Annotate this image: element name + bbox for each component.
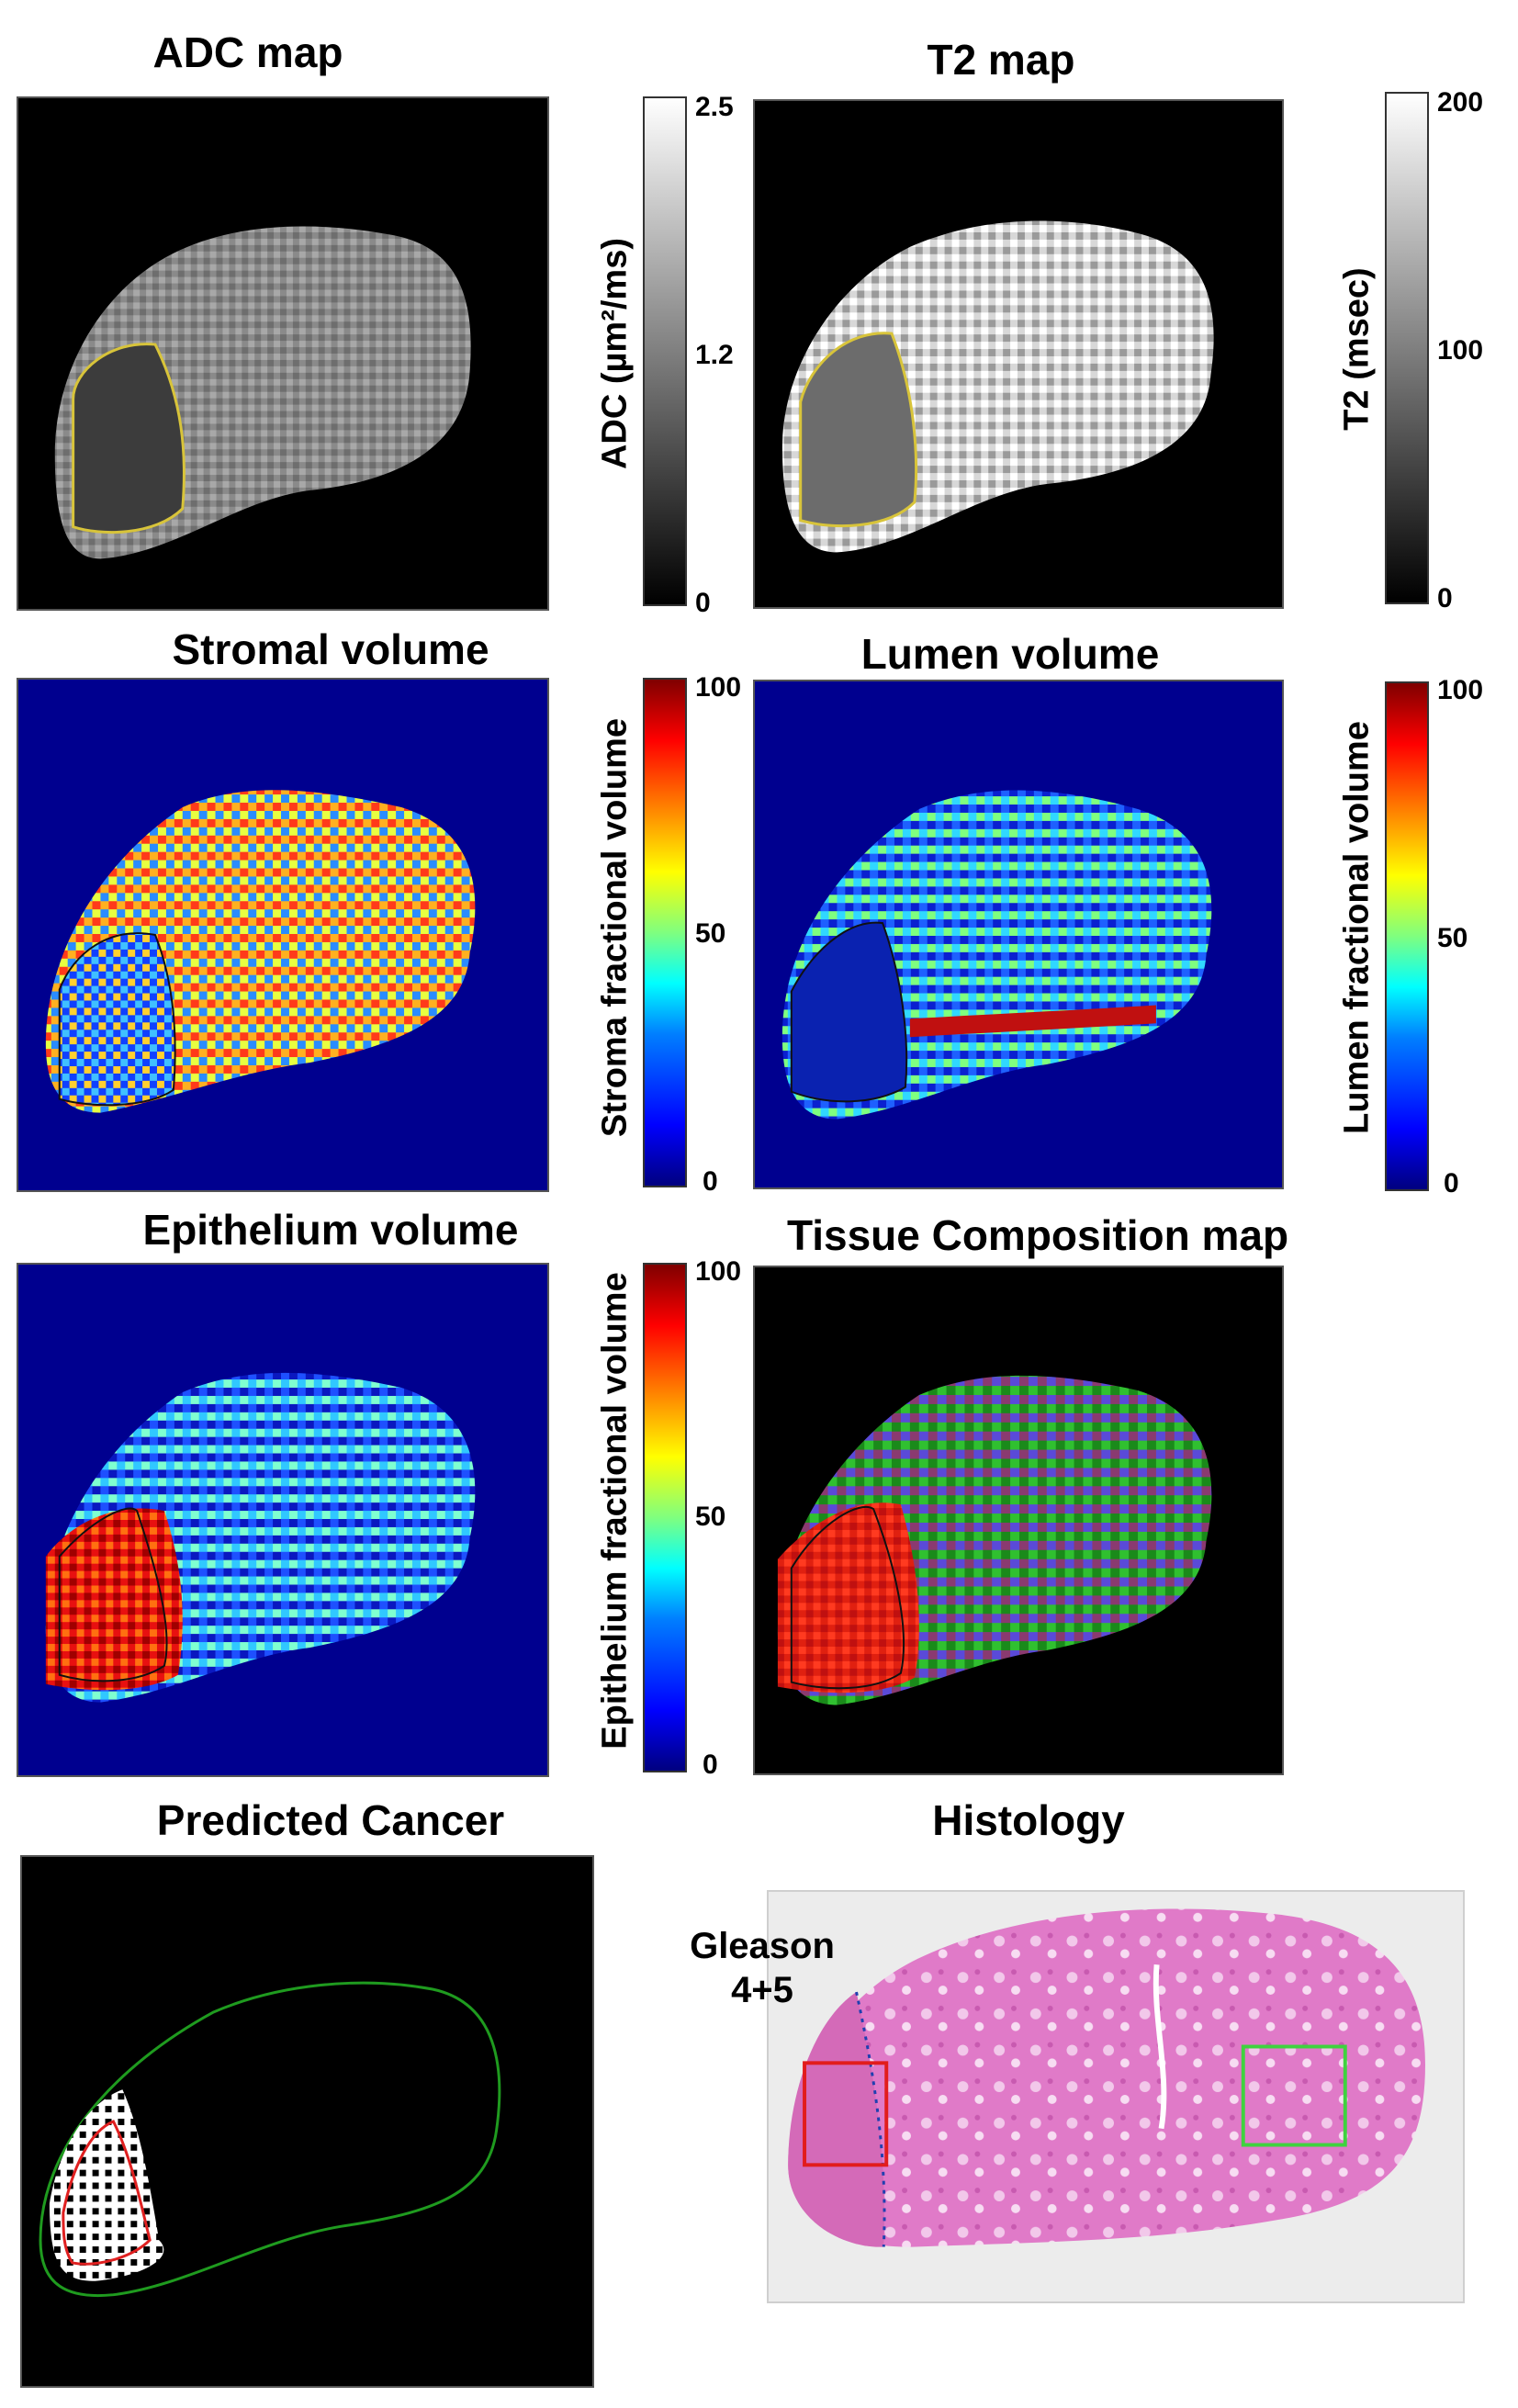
- t2-colorbar-tick-mid: 100: [1437, 335, 1484, 366]
- adc-colorbar-tick-max: 2.5: [695, 92, 734, 122]
- t2-colorbar-label: T2 (msec): [1337, 267, 1377, 431]
- adc-colorbar-tick-mid: 1.2: [695, 340, 734, 370]
- adc-colorbar: [643, 96, 687, 606]
- gleason-annotation: Gleason 4+5: [690, 1926, 835, 2010]
- lumen-volume-title: Lumen volume: [860, 630, 1160, 678]
- stromal-volume-title: Stromal volume: [172, 625, 489, 673]
- epithelium-volume-title: Epithelium volume: [142, 1206, 519, 1254]
- histology-title: Histology: [932, 1796, 1125, 1844]
- stroma-colorbar-tick-max: 100: [695, 672, 742, 703]
- stroma-colorbar: [643, 678, 687, 1187]
- histology-graphic: [788, 1908, 1425, 2247]
- epithelium-volume-image: [17, 1263, 549, 1777]
- t2-colorbar-tick-min: 0: [1437, 583, 1453, 613]
- stroma-colorbar-tick-min: 0: [703, 1166, 718, 1197]
- lumen-volume-image: [753, 680, 1284, 1189]
- epithelium-volume-graphic: [45, 1372, 476, 1703]
- t2-map-image: [753, 99, 1284, 609]
- t2-colorbar-tick-max: 200: [1437, 87, 1484, 118]
- epithelium-colorbar-tick-mid: 50: [695, 1502, 726, 1532]
- lumen-colorbar-tick-max: 100: [1437, 675, 1484, 705]
- histology-image: [767, 1890, 1465, 2303]
- stromal-volume-graphic: [45, 790, 476, 1113]
- t2-colorbar: [1385, 92, 1429, 604]
- tissue-composition-image: [753, 1266, 1284, 1775]
- epithelium-colorbar-tick-max: 100: [695, 1256, 742, 1287]
- adc-colorbar-tick-min: 0: [695, 588, 711, 618]
- adc-map-graphic: [54, 226, 471, 559]
- stroma-colorbar-tick-mid: 50: [695, 918, 726, 949]
- t2-map-title: T2 map: [927, 36, 1075, 84]
- epithelium-colorbar-tick-min: 0: [703, 1750, 718, 1780]
- tissue-composition-graphic: [777, 1375, 1212, 1705]
- epithelium-colorbar: [643, 1263, 687, 1772]
- predicted-cancer-image: [20, 1855, 594, 2388]
- lumen-volume-graphic: [781, 790, 1212, 1120]
- adc-map-title: ADC map: [152, 28, 343, 76]
- stroma-colorbar-label: Stroma fractional volume: [595, 717, 635, 1138]
- adc-map-image: [17, 96, 549, 611]
- predicted-cancer-graphic: [39, 1981, 501, 2297]
- predicted-cancer-title: Predicted Cancer: [156, 1796, 505, 1844]
- lumen-colorbar-tick-min: 0: [1444, 1168, 1459, 1198]
- epithelium-colorbar-label: Epithelium fractional volume: [595, 1272, 635, 1750]
- t2-map-graphic: [781, 220, 1214, 553]
- tissue-composition-title: Tissue Composition map: [786, 1211, 1289, 1259]
- lumen-colorbar: [1385, 681, 1429, 1191]
- stromal-volume-image: [17, 678, 549, 1192]
- adc-colorbar-label: ADC (µm²/ms): [595, 237, 635, 470]
- lumen-colorbar-tick-mid: 50: [1437, 923, 1468, 953]
- lumen-colorbar-label: Lumen fractional volume: [1337, 721, 1377, 1134]
